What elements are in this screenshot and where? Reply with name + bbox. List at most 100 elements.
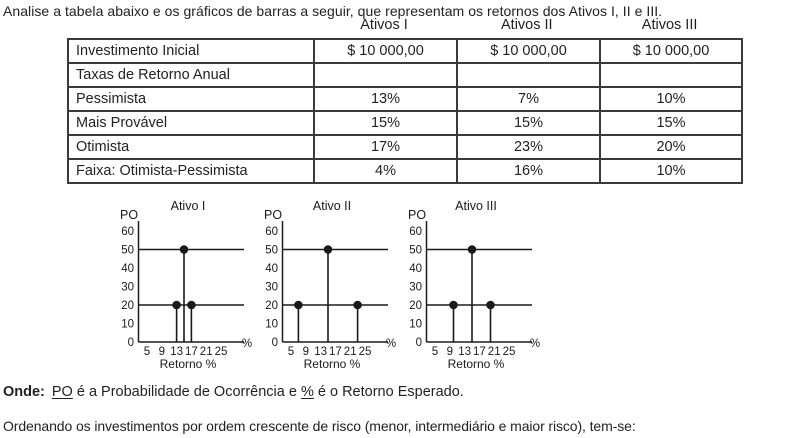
- x-tick-label: 9: [303, 346, 309, 358]
- cell-value: 15%: [456, 110, 601, 136]
- y-axis-label: PO: [120, 208, 138, 222]
- cell-value: 17%: [313, 134, 458, 160]
- cell-value: $ 10 000,00: [313, 38, 458, 64]
- x-tick-label: 9: [159, 346, 165, 358]
- x-tick-label: 21: [344, 346, 357, 358]
- cell-value: [313, 62, 458, 88]
- chart-ativo-1: Ativo I PO 0 10 20 30 40 50 60 5 9 13 17 21 25% Retorno…: [108, 196, 254, 374]
- x-tick-label: 13: [458, 346, 471, 358]
- chart-canvas: Ativo III PO 0 10 20 30 40 50 60 5 9 13 17 21 25% Retor…: [408, 199, 540, 371]
- po-term: PO: [51, 384, 73, 400]
- x-tick-label: 5: [144, 346, 150, 358]
- cell-value: 16%: [456, 158, 601, 184]
- column-header-ativos-1: Ativos I: [360, 17, 408, 33]
- data-point-dot: [323, 245, 333, 254]
- data-point-dot: [353, 300, 362, 310]
- y-tick-label: 0: [416, 337, 422, 349]
- cell-value: 15%: [313, 110, 458, 136]
- row-label: Otimista: [67, 134, 315, 160]
- x-tick-label: 21: [488, 346, 501, 358]
- chart-canvas: Ativo II PO 0 10 20 30 40 50 60 5 9 13 17 21 25% Retorn…: [264, 199, 396, 371]
- table-row: Pessimista 13% 7% 10%: [67, 86, 743, 112]
- x-axis-unit-label: %: [386, 338, 396, 350]
- chart-title: Ativo III: [455, 199, 497, 213]
- data-point-dot: [449, 300, 458, 310]
- y-tick-label: 20: [121, 300, 134, 312]
- y-tick-label: 30: [409, 282, 422, 294]
- x-axis-unit-label: %: [242, 338, 252, 350]
- data-point-dot: [187, 300, 196, 310]
- row-label: Faixa: Otimista-Pessimista: [67, 158, 315, 184]
- x-axis-unit-label: %: [530, 338, 540, 350]
- table-column-headers: Ativos I Ativos II Ativos III: [67, 17, 741, 33]
- cell-value: 15%: [599, 110, 743, 136]
- y-tick-label: 40: [265, 263, 278, 275]
- data-point-dot: [179, 245, 189, 254]
- where-suffix: é o Retorno Esperado.: [313, 384, 464, 400]
- y-tick-label: 60: [265, 226, 278, 238]
- y-axis-label: PO: [408, 208, 426, 222]
- row-label: Taxas de Retorno Anual: [67, 62, 315, 88]
- y-axis-label: PO: [264, 208, 282, 222]
- legend-definition-line: Onde: PO é a Probabilidade de Ocorrência …: [3, 384, 464, 400]
- table-row: Taxas de Retorno Anual: [67, 62, 743, 88]
- data-point-dot: [467, 245, 477, 254]
- y-tick-label: 20: [409, 300, 422, 312]
- returns-table: Investimento Inicial $ 10 000,00 $ 10 000,…: [67, 38, 743, 184]
- where-middle: é a Probabilidade de Ocorrência e: [72, 384, 301, 400]
- table-row: Mais Provável 15% 15% 15%: [67, 110, 743, 136]
- row-label: Pessimista: [67, 86, 315, 112]
- x-tick-label: 21: [200, 346, 213, 358]
- y-tick-label: 50: [265, 245, 278, 257]
- y-tick-label: 30: [121, 282, 134, 294]
- chart-ativo-2: Ativo II PO 0 10 20 30 40 50 60 5 9 13 17 21 25% Retorn…: [252, 196, 398, 374]
- data-point-dot: [486, 300, 495, 310]
- x-axis-title: Retorno %: [304, 357, 361, 371]
- cell-value: [456, 62, 601, 88]
- y-tick-label: 60: [121, 226, 134, 238]
- row-label: Investimento Inicial: [67, 38, 315, 64]
- y-tick-label: 0: [128, 337, 134, 349]
- closing-question-text: Ordenando os investimentos por ordem cre…: [3, 418, 636, 434]
- y-tick-label: 20: [265, 300, 278, 312]
- x-tick-label: 17: [185, 346, 198, 358]
- y-tick-label: 60: [409, 226, 422, 238]
- x-tick-label: 17: [329, 346, 342, 358]
- cell-value: 23%: [456, 134, 601, 160]
- x-tick-label: 17: [473, 346, 486, 358]
- cell-value: $ 10 000,00: [456, 38, 601, 64]
- x-tick-label: 13: [314, 346, 327, 358]
- cell-value: 20%: [599, 134, 743, 160]
- x-tick-label: 9: [447, 346, 453, 358]
- data-point-dot: [294, 300, 303, 310]
- chart-canvas: Ativo I PO 0 10 20 30 40 50 60 5 9 13 17 21 25% Retorno…: [120, 199, 252, 371]
- x-axis-title: Retorno %: [448, 357, 505, 371]
- cell-value: 4%: [313, 158, 458, 184]
- y-tick-label: 50: [121, 245, 134, 257]
- table-row: Otimista 17% 23% 20%: [67, 134, 743, 160]
- cell-value: 7%: [456, 86, 601, 112]
- y-tick-label: 10: [121, 319, 134, 331]
- chart-title: Ativo II: [313, 199, 351, 213]
- x-tick-label: 13: [170, 346, 183, 358]
- column-header-spacer: [67, 17, 313, 33]
- cell-value: 13%: [313, 86, 458, 112]
- data-point-dot: [172, 300, 181, 310]
- cell-value: 10%: [599, 158, 743, 184]
- percent-term: %: [300, 384, 314, 400]
- y-tick-label: 50: [409, 245, 422, 257]
- y-tick-label: 10: [409, 319, 422, 331]
- y-tick-label: 0: [272, 337, 278, 349]
- intro-text: Analise a tabela abaixo e os gráficos de…: [3, 3, 663, 19]
- y-tick-label: 10: [265, 319, 278, 331]
- y-tick-label: 30: [265, 282, 278, 294]
- x-tick-label: 25: [503, 346, 516, 358]
- table-row: Investimento Inicial $ 10 000,00 $ 10 000,…: [67, 38, 743, 64]
- table-row: Faixa: Otimista-Pessimista 4% 16% 10%: [67, 158, 743, 184]
- where-prefix: Onde:: [3, 384, 45, 400]
- x-tick-label: 25: [215, 346, 228, 358]
- x-axis-title: Retorno %: [160, 357, 217, 371]
- cell-value: $ 10 000,00: [599, 38, 743, 64]
- y-tick-label: 40: [409, 263, 422, 275]
